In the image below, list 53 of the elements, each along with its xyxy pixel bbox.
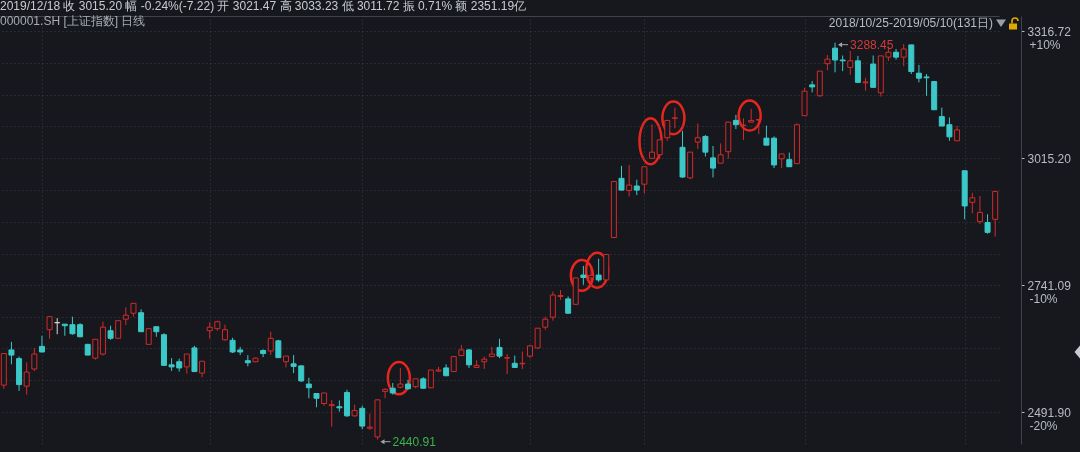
candlestick <box>641 166 648 195</box>
candlestick <box>23 361 30 396</box>
candlestick <box>694 122 701 150</box>
y2-tick-label: +10% <box>1029 37 1061 52</box>
candlestick <box>900 43 907 67</box>
candlestick <box>46 316 53 340</box>
annotation: 3288.45 <box>850 37 894 52</box>
candlestick <box>732 114 739 130</box>
candlestick <box>664 119 671 142</box>
candlestick <box>671 107 678 129</box>
candlestick <box>710 145 717 178</box>
candlestick <box>31 347 38 372</box>
y2-tick-label: -20% <box>1029 418 1058 433</box>
candlestick <box>976 195 983 225</box>
y2-tick-label: -10% <box>1029 291 1058 306</box>
y-tick-label: 2741.09 <box>1027 278 1072 293</box>
candlestick <box>984 213 991 235</box>
candlestick <box>588 266 595 284</box>
annotation: 2440.91 <box>392 434 437 449</box>
candlestick <box>138 308 145 333</box>
candlestick <box>92 338 99 361</box>
candlestick <box>183 353 190 375</box>
annotation: 2018/10/25-2019/05/10(131日) <box>828 16 993 30</box>
candlestick <box>626 164 633 197</box>
candlestick <box>847 50 854 76</box>
candlestick <box>504 353 511 375</box>
candlestick <box>8 341 15 365</box>
chart-title: 2019/12/18 收 3015.20 幅 -0.24%(-7.22) 开 3021.47 高 3033.23 低 3011.72 振 0.71% 额 2351.19亿 <box>0 0 527 13</box>
candlestick <box>488 346 495 358</box>
candlestick <box>893 48 900 61</box>
candlestick <box>854 55 861 83</box>
y-tick-label: 2491.90 <box>1027 405 1072 420</box>
candlestick <box>382 387 389 399</box>
candlestick <box>702 134 709 158</box>
candlestick <box>267 331 274 356</box>
candlestick <box>305 377 312 399</box>
candlestick <box>38 335 45 353</box>
y-tick-label: 3316.72 <box>1027 24 1072 39</box>
candlestick <box>595 258 602 283</box>
candlestick <box>496 338 503 359</box>
candlestick <box>328 399 335 428</box>
candlestick <box>260 348 267 358</box>
chart-subtitle: 000001.SH [上证指数] 日线 <box>0 14 146 28</box>
candlestick <box>969 192 976 214</box>
candlestick <box>359 405 366 430</box>
candlestick <box>618 165 625 192</box>
candlestick <box>870 54 877 88</box>
y-tick-label: 3015.20 <box>1027 151 1072 166</box>
candlestick <box>580 265 587 286</box>
candlestick <box>282 355 289 368</box>
candlestick <box>191 345 198 373</box>
candlestick <box>832 42 839 73</box>
candlestick <box>717 142 724 164</box>
